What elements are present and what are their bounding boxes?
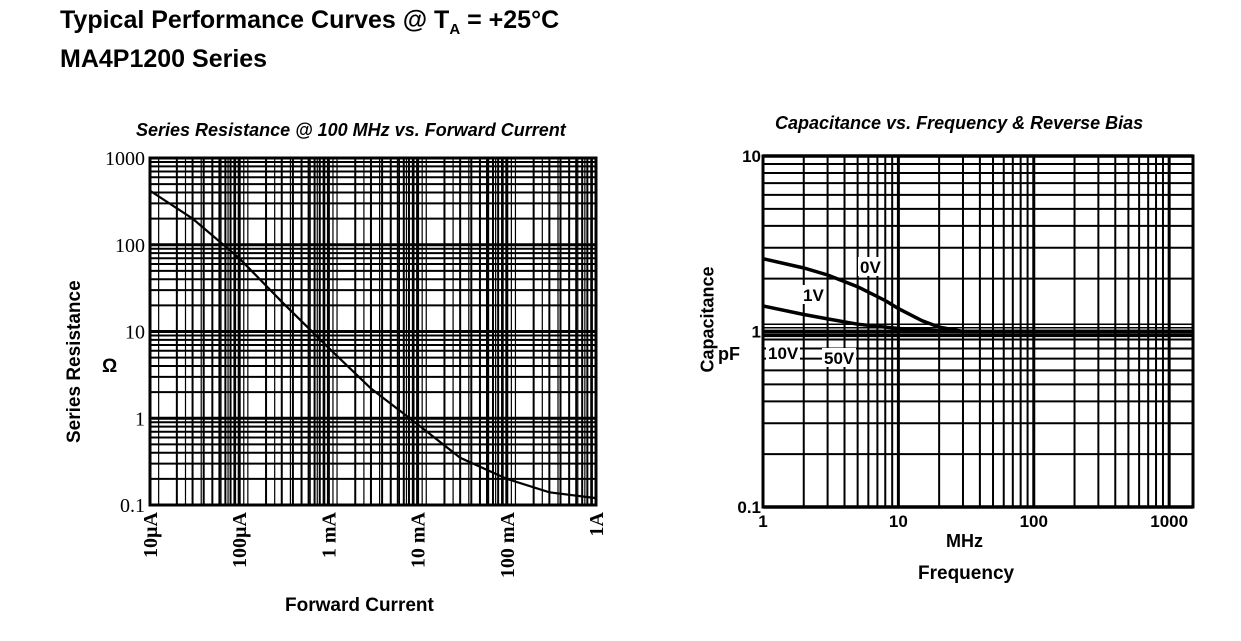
cap-series-label-0V: 0V	[860, 258, 881, 277]
cap-ytick-label: 10	[742, 147, 761, 166]
sr-frame	[148, 156, 598, 507]
cap-series-label-bg	[801, 285, 825, 304]
capacitance-chart-title: Capacitance vs. Frequency & Reverse Bias	[775, 113, 1144, 133]
sr-xtick-label: 1A	[586, 511, 608, 536]
sr-xtick-label: 10 mA	[408, 511, 430, 568]
sr-xtick-label: 100 mA	[497, 511, 519, 578]
page-title: Typical Performance Curves @ TA = +25°C	[60, 6, 560, 38]
cap-ytick-label: 0.1	[737, 498, 761, 517]
cap-xtick-label: 1000	[1150, 512, 1188, 531]
sr-xtick-label: 1 mA	[318, 511, 340, 558]
page-title-subscript: A	[449, 21, 461, 38]
capacitance-xlabel: Frequency	[918, 563, 1015, 584]
cap-series-label-10V: 10V	[768, 344, 799, 363]
cap-xtick-label: 100	[1020, 512, 1048, 531]
cap-series-label-1V: 1V	[803, 286, 824, 305]
sr-xtick-label: 10µA	[140, 511, 162, 558]
sr-ytick-label: 1000	[105, 148, 145, 170]
series-resistance-curve	[149, 189, 597, 500]
sr-xtick-label: 100µA	[229, 511, 251, 568]
cap-xtick-label: 10	[889, 512, 908, 531]
page-subtitle: MA4P1200 Series	[60, 45, 268, 73]
capacitance-yunit: pF	[718, 344, 740, 364]
cap-series-label-bg	[766, 343, 800, 362]
sr-ytick-label: 0.1	[120, 495, 145, 517]
sr-ytick-label: 1	[135, 408, 145, 430]
cap-xtick-label: 1	[758, 512, 767, 531]
series-resistance-xlabel: Forward Current	[285, 595, 434, 616]
cap-series-label-bg	[858, 257, 882, 276]
cap-ytick-label: 1	[752, 323, 761, 342]
series-resistance-yunit: Ω	[102, 356, 118, 377]
cap-series-label-50V: 50V	[824, 349, 855, 368]
series-resistance-chart-title: Series Resistance @ 100 MHz vs. Forward …	[136, 120, 566, 140]
cap-series-label-bg	[822, 348, 856, 367]
sr-ytick-label: 10	[125, 322, 145, 344]
capacitance-xunit: MHz	[946, 531, 983, 551]
sr-ytick-label: 100	[115, 235, 145, 257]
